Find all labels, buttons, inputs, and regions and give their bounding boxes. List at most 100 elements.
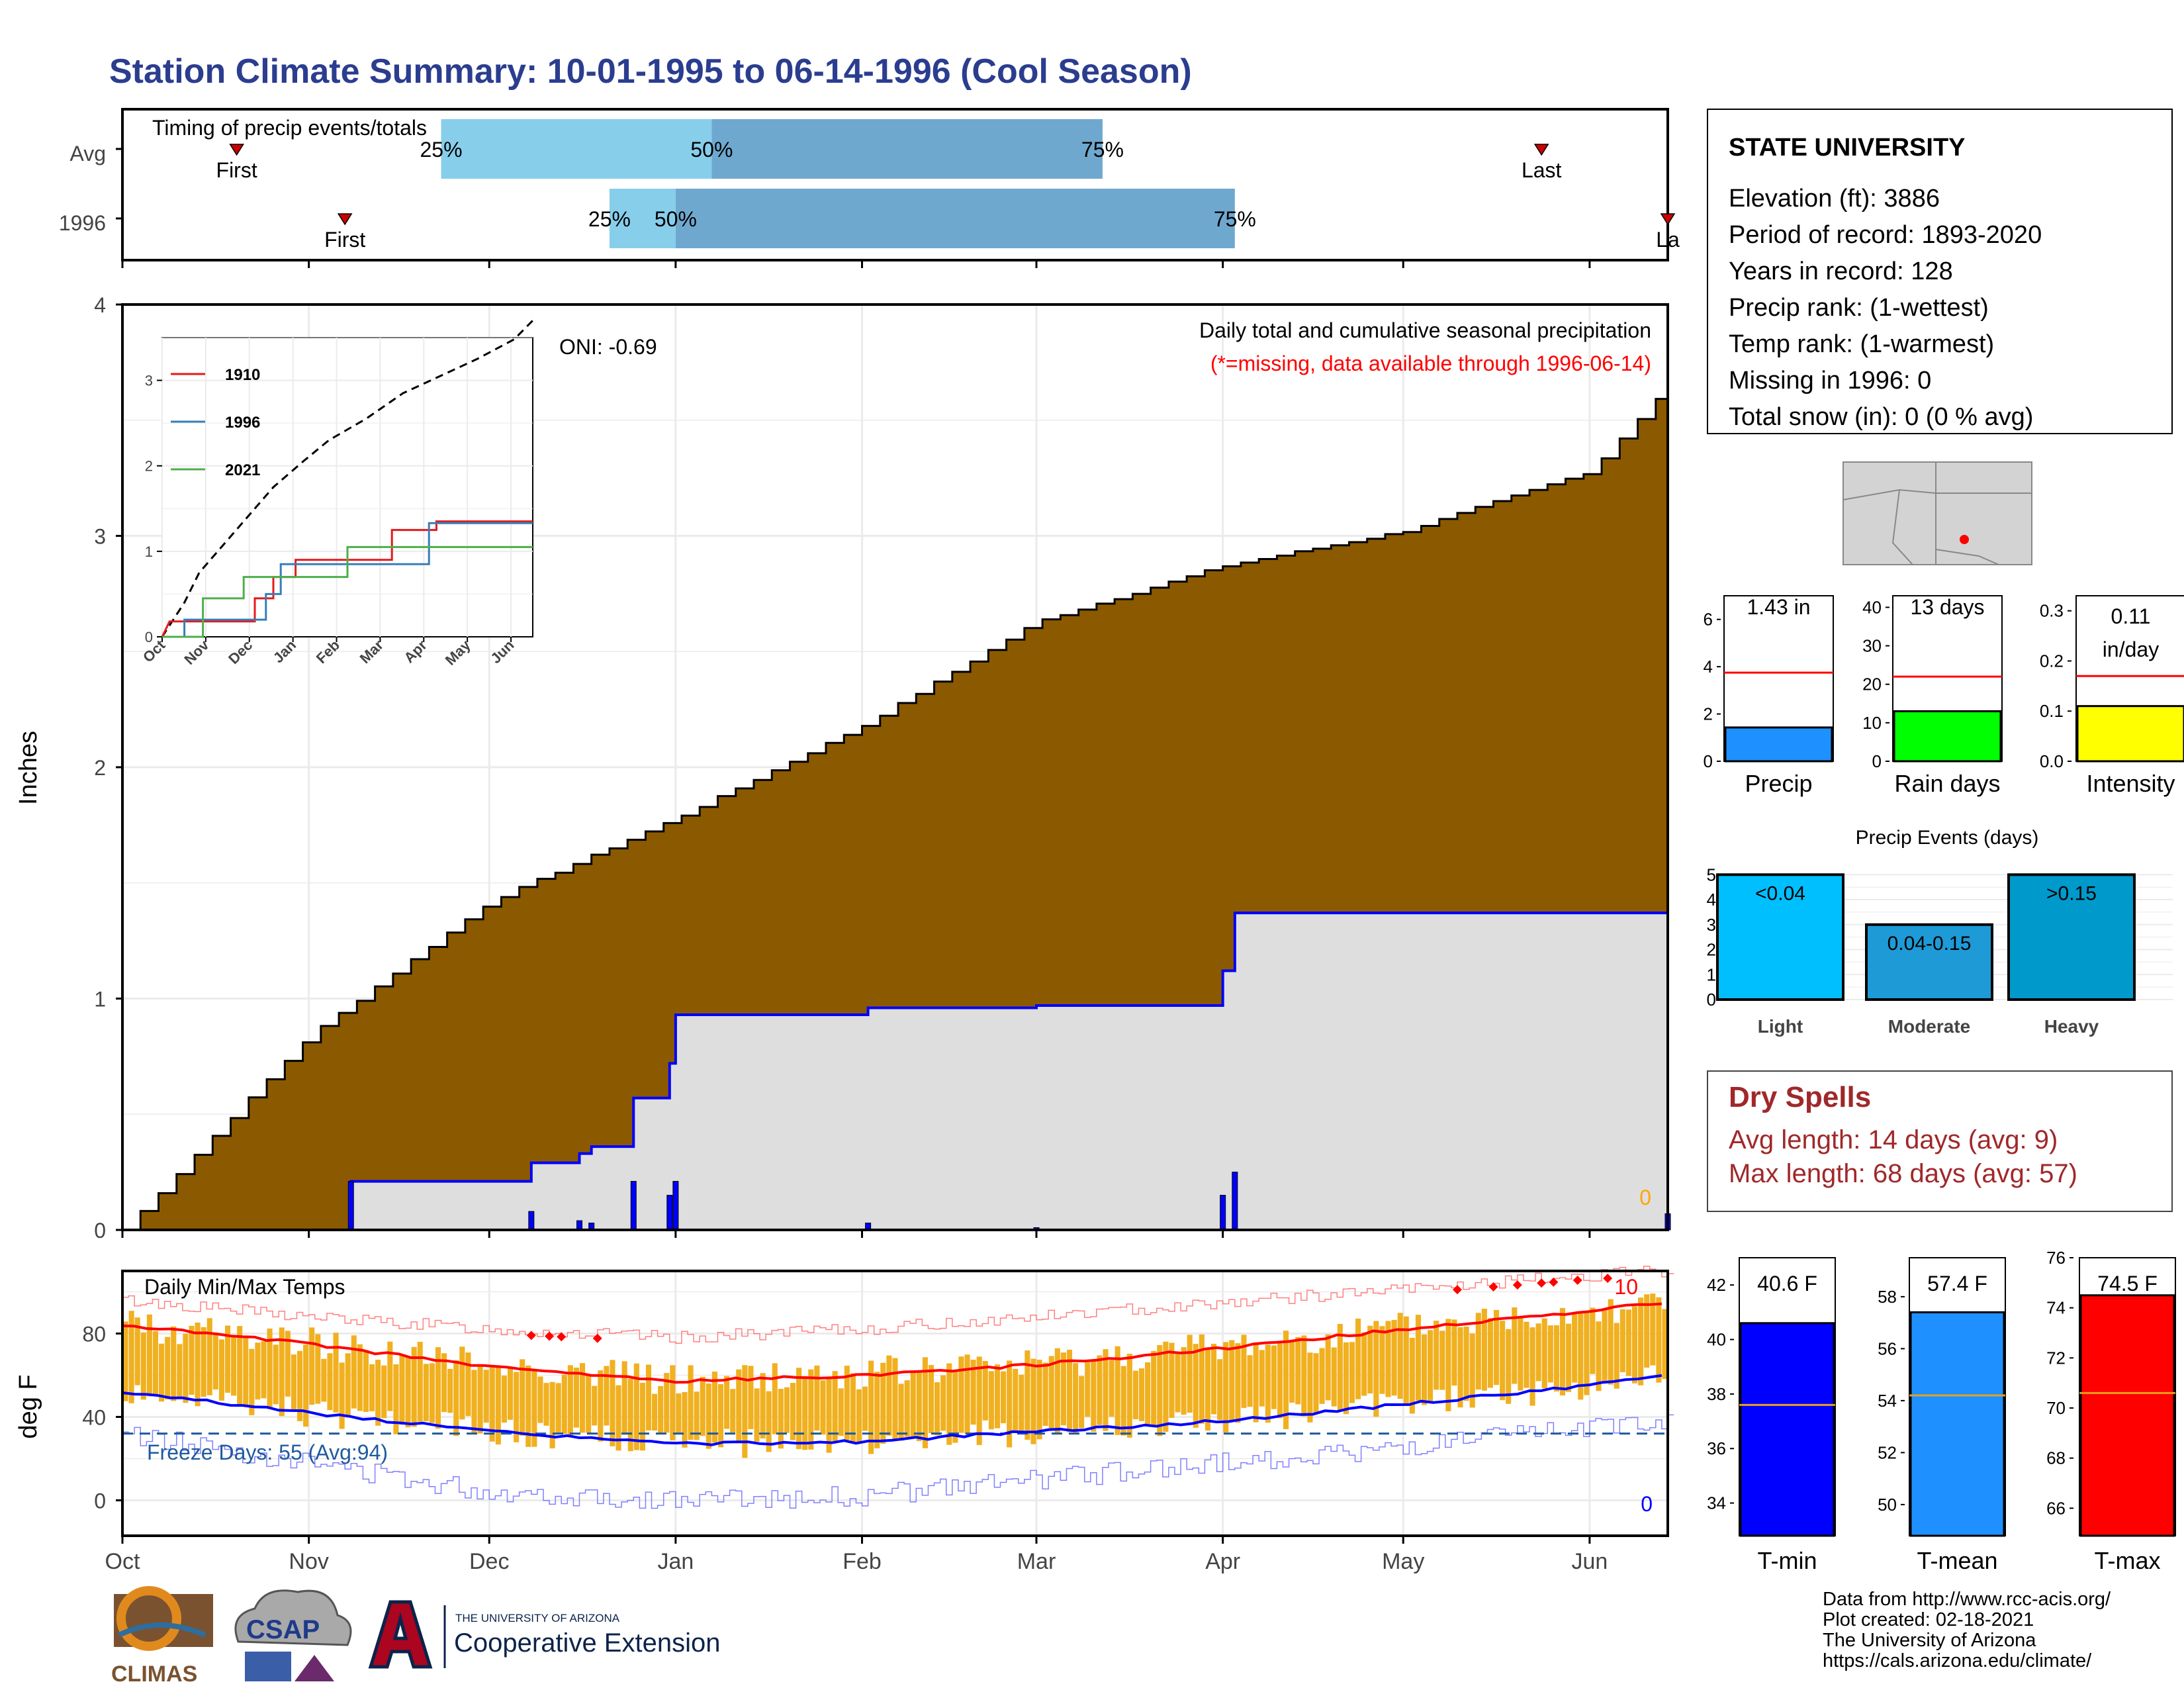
daily-temp-bar	[922, 1357, 928, 1448]
daily-temp-bar	[146, 1314, 152, 1397]
daily-temp-bar	[435, 1347, 441, 1429]
precip-y-tick-label: 1	[94, 988, 106, 1011]
daily-temp-bar	[327, 1353, 333, 1411]
daily-temp-bar	[1572, 1312, 1578, 1383]
station-line-temp-rank: Temp rank: (1-warmest)	[1729, 330, 1994, 358]
daily-temp-bar	[1103, 1349, 1109, 1431]
daily-temp-bar	[645, 1364, 652, 1430]
mini-bar-tick-label: 30	[1862, 636, 1882, 656]
events-y-tick-label: 3	[1707, 915, 1716, 935]
daily-temp-bar	[814, 1365, 820, 1431]
temp-summary-tick-label: 70	[2046, 1398, 2066, 1418]
temp-summary-label: T-mean	[1917, 1547, 1997, 1574]
daily-temp-bar	[1193, 1344, 1199, 1428]
daily-temp-bar	[537, 1376, 543, 1423]
month-tick-label: Jan	[657, 1549, 694, 1574]
daily-temp-bar	[1403, 1316, 1409, 1405]
daily-temp-bar	[1199, 1334, 1205, 1424]
daily-temp-bar	[1210, 1343, 1217, 1415]
precip-event-category: Moderate	[1888, 1016, 1970, 1037]
daily-temp-bar	[1385, 1321, 1391, 1397]
daily-temp-bar	[717, 1383, 724, 1448]
daily-temp-bar	[321, 1358, 327, 1402]
daily-temp-bar	[694, 1391, 700, 1440]
mini-bar-value	[2076, 705, 2184, 763]
precip-y-tick-label: 2	[94, 756, 106, 780]
daily-temp-bar	[639, 1382, 645, 1451]
daily-temp-bar	[1097, 1355, 1103, 1425]
daily-temp-bar	[1625, 1309, 1631, 1376]
daily-temp-bar	[760, 1373, 766, 1439]
inset-legend-label: 1910	[225, 366, 260, 384]
temp-chart-frame	[121, 1270, 1669, 1537]
daily-temp-bar	[1524, 1321, 1529, 1388]
mini-bar-tick-label: 10	[1862, 713, 1882, 733]
first-event-marker	[337, 213, 353, 226]
mini-bar-tick-label: 0.0	[2040, 751, 2064, 771]
mini-bar-tick-label: 0.1	[2040, 701, 2064, 721]
inset-legend-label: 2021	[225, 461, 260, 479]
mini-bar-value-label: 13 days	[1910, 595, 1984, 619]
daily-temp-bar	[296, 1350, 303, 1421]
climas-logo-sun	[116, 1586, 181, 1651]
daily-temp-bar	[273, 1344, 279, 1405]
daily-temp-bar	[441, 1353, 447, 1413]
precip-events-title: Precip Events (days)	[1856, 827, 2039, 849]
temp-y-tick-label: 80	[82, 1322, 106, 1346]
daily-temp-bar	[982, 1360, 988, 1421]
daily-temp-bar	[1662, 1309, 1668, 1380]
daily-temp-bar	[994, 1364, 1000, 1429]
daily-temp-bar	[880, 1362, 886, 1444]
daily-temp-bar	[832, 1371, 838, 1442]
daily-temp-bar	[1024, 1350, 1030, 1440]
daily-temp-bar	[1391, 1320, 1397, 1396]
daily-temp-bar	[291, 1354, 296, 1409]
csap-logo-text: CSAP	[246, 1615, 320, 1644]
daily-temp-bar	[189, 1325, 195, 1395]
daily-temp-bar	[868, 1360, 874, 1454]
temp-y-axis-label: deg F	[15, 1374, 42, 1438]
oni-label: ONI: -0.69	[559, 335, 657, 359]
daily-temp-bar	[766, 1391, 772, 1452]
daily-temp-bar	[1445, 1319, 1451, 1412]
month-tick-label: Jun	[1571, 1549, 1608, 1574]
daily-temp-bar	[1313, 1353, 1319, 1414]
climas-logo-text: CLIMAS	[111, 1662, 197, 1687]
daily-temp-bar	[1151, 1350, 1157, 1427]
month-tick-label: Feb	[842, 1549, 882, 1574]
temp-chart: 0 40 80 deg F Daily Min/Max Temps Freeze D…	[15, 1266, 1674, 1537]
daily-temp-bar	[838, 1388, 844, 1436]
daily-temp-bar	[1379, 1326, 1385, 1394]
mini-bar-tick-label: 2	[1704, 704, 1713, 724]
daily-temp-bar	[1578, 1313, 1584, 1400]
daily-temp-bar	[315, 1334, 321, 1404]
daily-temp-bar	[796, 1368, 802, 1450]
daily-temp-bar	[886, 1355, 892, 1436]
daily-temp-bar	[1619, 1309, 1625, 1372]
inset-y-tick-label: 0	[145, 629, 153, 645]
daily-temp-bar	[790, 1383, 796, 1440]
temp-summary-tick-label: 40	[1707, 1330, 1726, 1350]
daily-temp-bar	[928, 1365, 934, 1433]
temp-summary-tick-label: 38	[1707, 1384, 1726, 1404]
daily-temp-bar	[1048, 1356, 1054, 1429]
timing-band-q2	[675, 189, 1235, 248]
daily-temp-bar	[1265, 1344, 1271, 1423]
locator-map-frame	[1843, 461, 2032, 565]
record-high-marker	[1512, 1280, 1522, 1290]
daily-temp-bar	[140, 1332, 146, 1400]
daily-precip-bar	[528, 1211, 535, 1231]
precip-event-category: Light	[1758, 1016, 1803, 1037]
daily-temp-bar	[621, 1361, 627, 1435]
record-high-marker	[592, 1333, 602, 1343]
daily-precip-bar	[672, 1181, 679, 1231]
daily-temp-bar	[1091, 1359, 1097, 1432]
daily-temp-bar	[598, 1370, 604, 1442]
daily-temp-bar	[1331, 1347, 1337, 1407]
daily-temp-bar	[892, 1358, 898, 1440]
daily-temp-bar	[1036, 1360, 1042, 1440]
daily-temp-bar	[249, 1348, 255, 1415]
record-high-marker	[545, 1331, 555, 1341]
daily-temp-bar	[483, 1370, 489, 1423]
locator-map	[1843, 461, 2032, 565]
